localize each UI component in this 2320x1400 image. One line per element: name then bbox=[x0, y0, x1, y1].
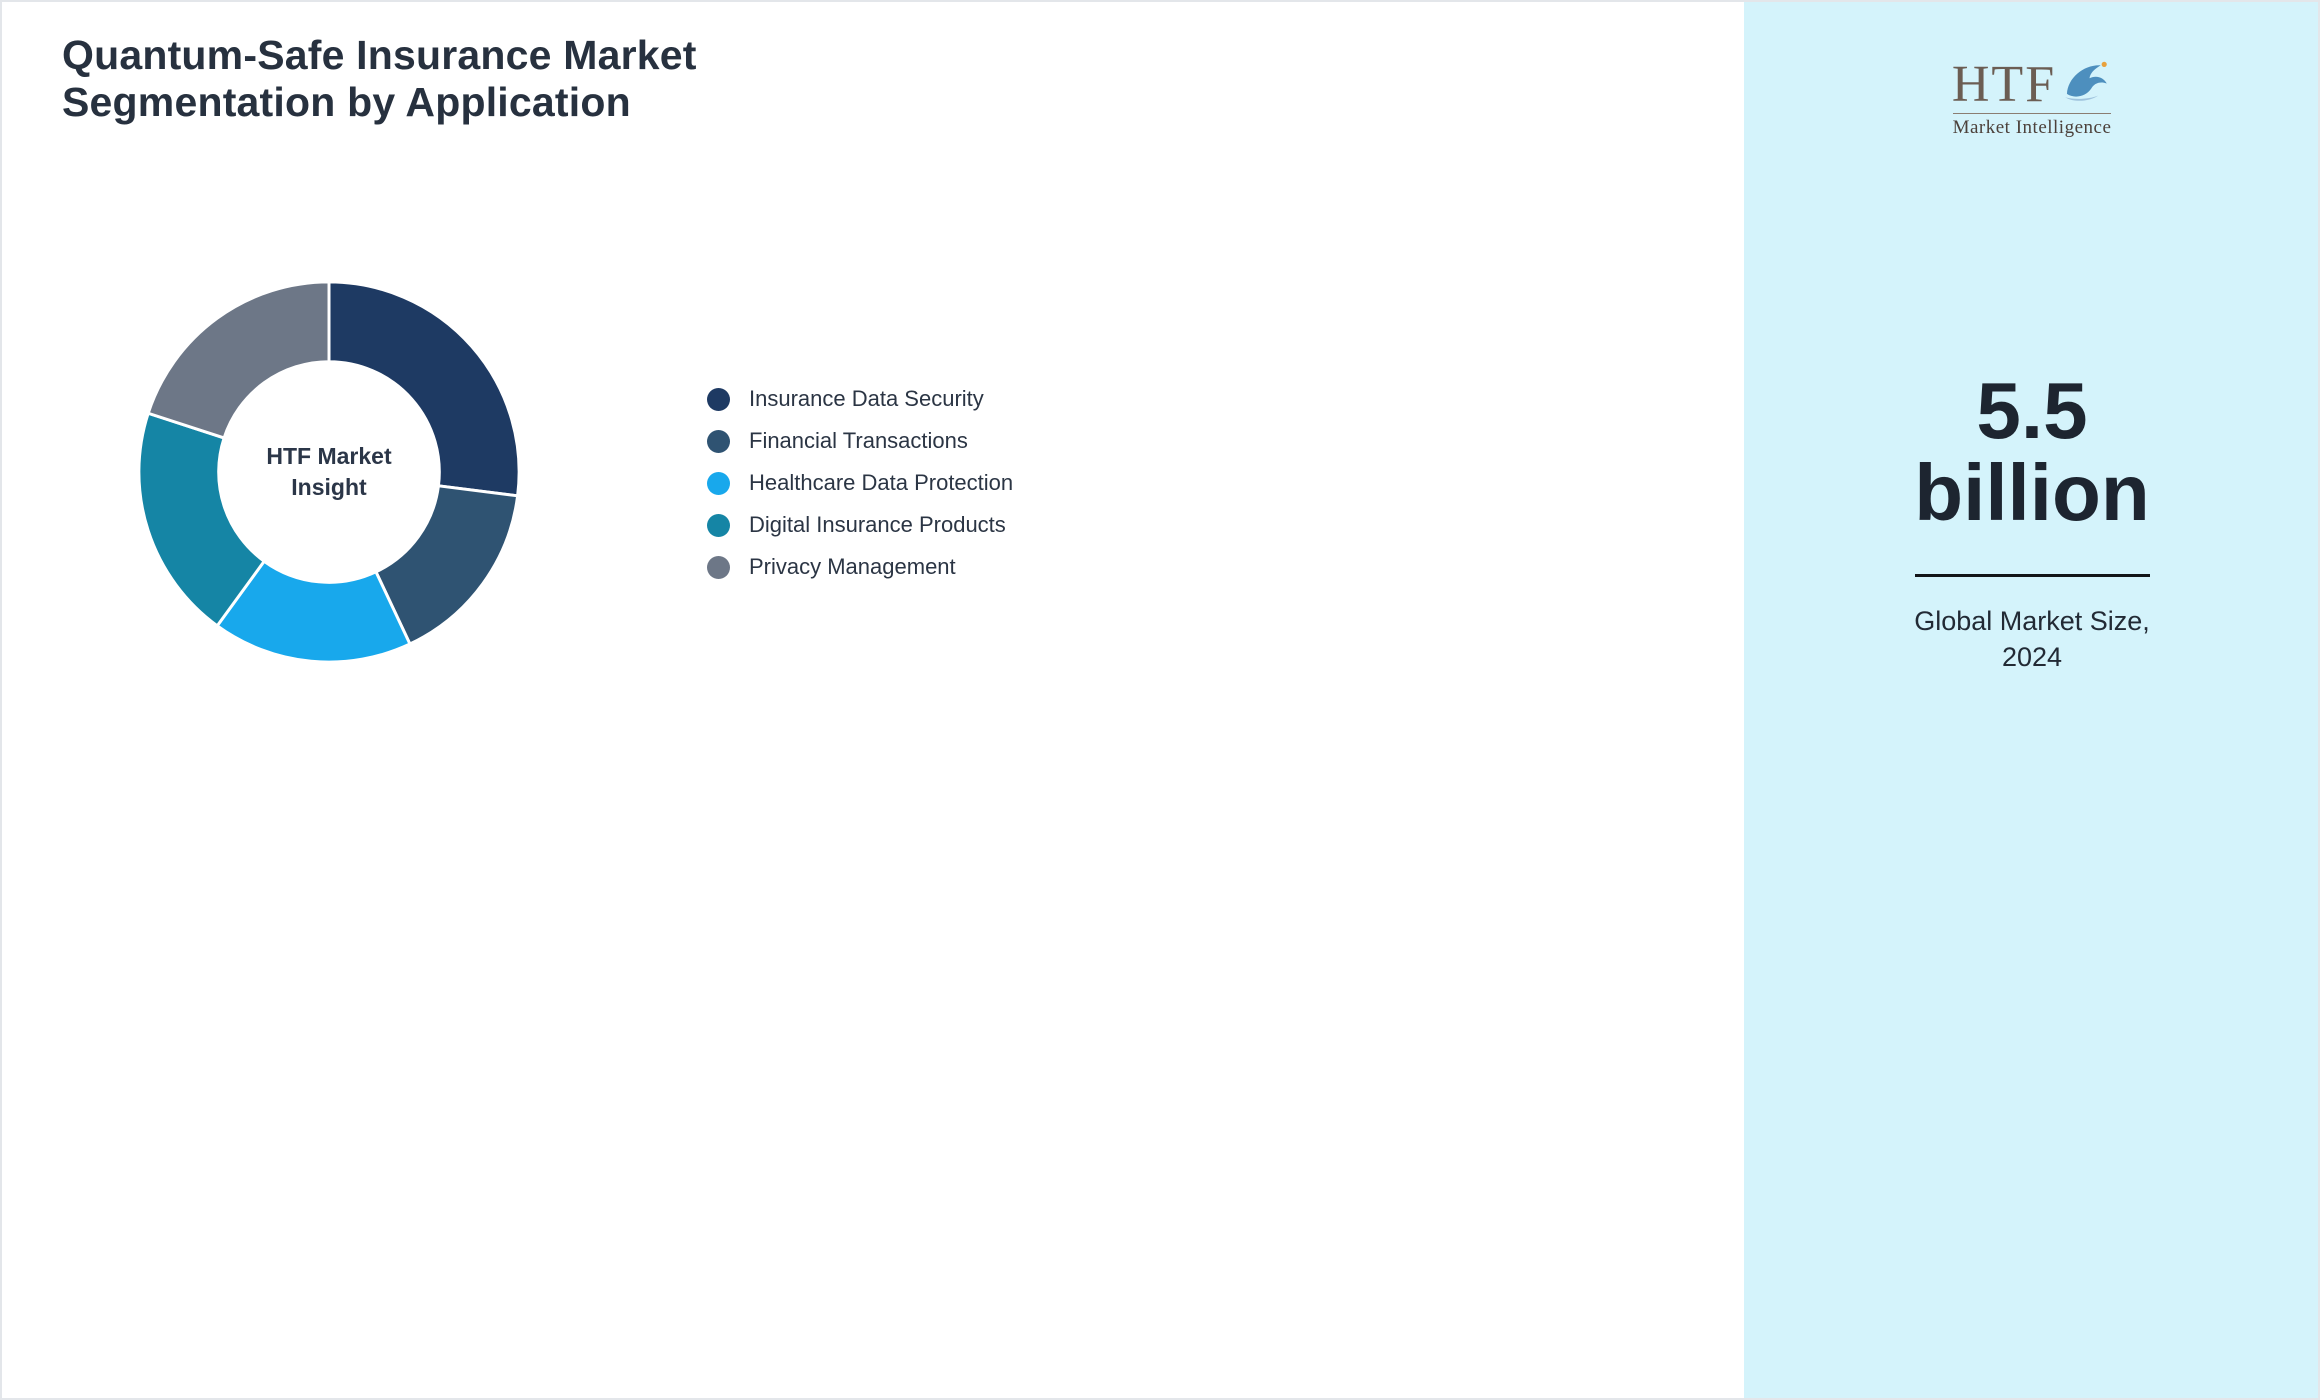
legend-item: Insurance Data Security bbox=[707, 378, 1013, 420]
legend-swatch bbox=[707, 513, 730, 537]
side-panel: HTF Market Intelligence 5.5 billion bbox=[1744, 2, 2318, 1398]
legend-item: Healthcare Data Protection bbox=[707, 462, 1013, 504]
legend-item: Digital Insurance Products bbox=[707, 504, 1013, 546]
page-title-line2: Segmentation by Application bbox=[62, 79, 631, 125]
stat-label: Global Market Size, 2024 bbox=[1914, 606, 2150, 672]
legend-label: Privacy Management bbox=[749, 554, 956, 579]
legend-label: Healthcare Data Protection bbox=[749, 470, 1014, 495]
donut-center-label: HTF Market Insight bbox=[266, 443, 392, 500]
stat-divider bbox=[1914, 574, 2150, 577]
htf-logo-text: HTF bbox=[1951, 56, 2057, 113]
donut-segment-privacy-management bbox=[146, 280, 331, 440]
dolphin-icon bbox=[2060, 54, 2112, 111]
legend-swatch bbox=[707, 387, 730, 411]
legend: Insurance Data Security Financial Transac… bbox=[707, 378, 1013, 588]
donut-chart-svg bbox=[137, 280, 521, 664]
market-size-stat: 5.5 billion Global Market Size, 2024 bbox=[1744, 366, 2318, 675]
donut-segment-digital-insurance-products bbox=[137, 411, 266, 628]
stat-value: 5.5 billion bbox=[1914, 366, 2150, 537]
legend-label: Digital Insurance Products bbox=[749, 512, 1006, 537]
legend-item: Privacy Management bbox=[707, 546, 1013, 588]
donut-chart: HTF Market Insight bbox=[132, 275, 526, 669]
legend-swatch bbox=[707, 471, 730, 495]
htf-logo-subtext: Market Intelligence bbox=[1952, 113, 2112, 139]
htf-logo: HTF Market Intelligence bbox=[1744, 54, 2318, 139]
page-title: Quantum-Safe Insurance Market Segmentati… bbox=[62, 32, 697, 126]
legend-swatch bbox=[707, 429, 730, 453]
legend-label: Financial Transactions bbox=[749, 428, 968, 453]
legend-item: Financial Transactions bbox=[707, 420, 1013, 462]
legend-swatch bbox=[707, 555, 730, 579]
legend-label: Insurance Data Security bbox=[749, 386, 984, 411]
donut-segment-insurance-data-security bbox=[327, 280, 521, 498]
page-title-line1: Quantum-Safe Insurance Market bbox=[62, 32, 697, 78]
